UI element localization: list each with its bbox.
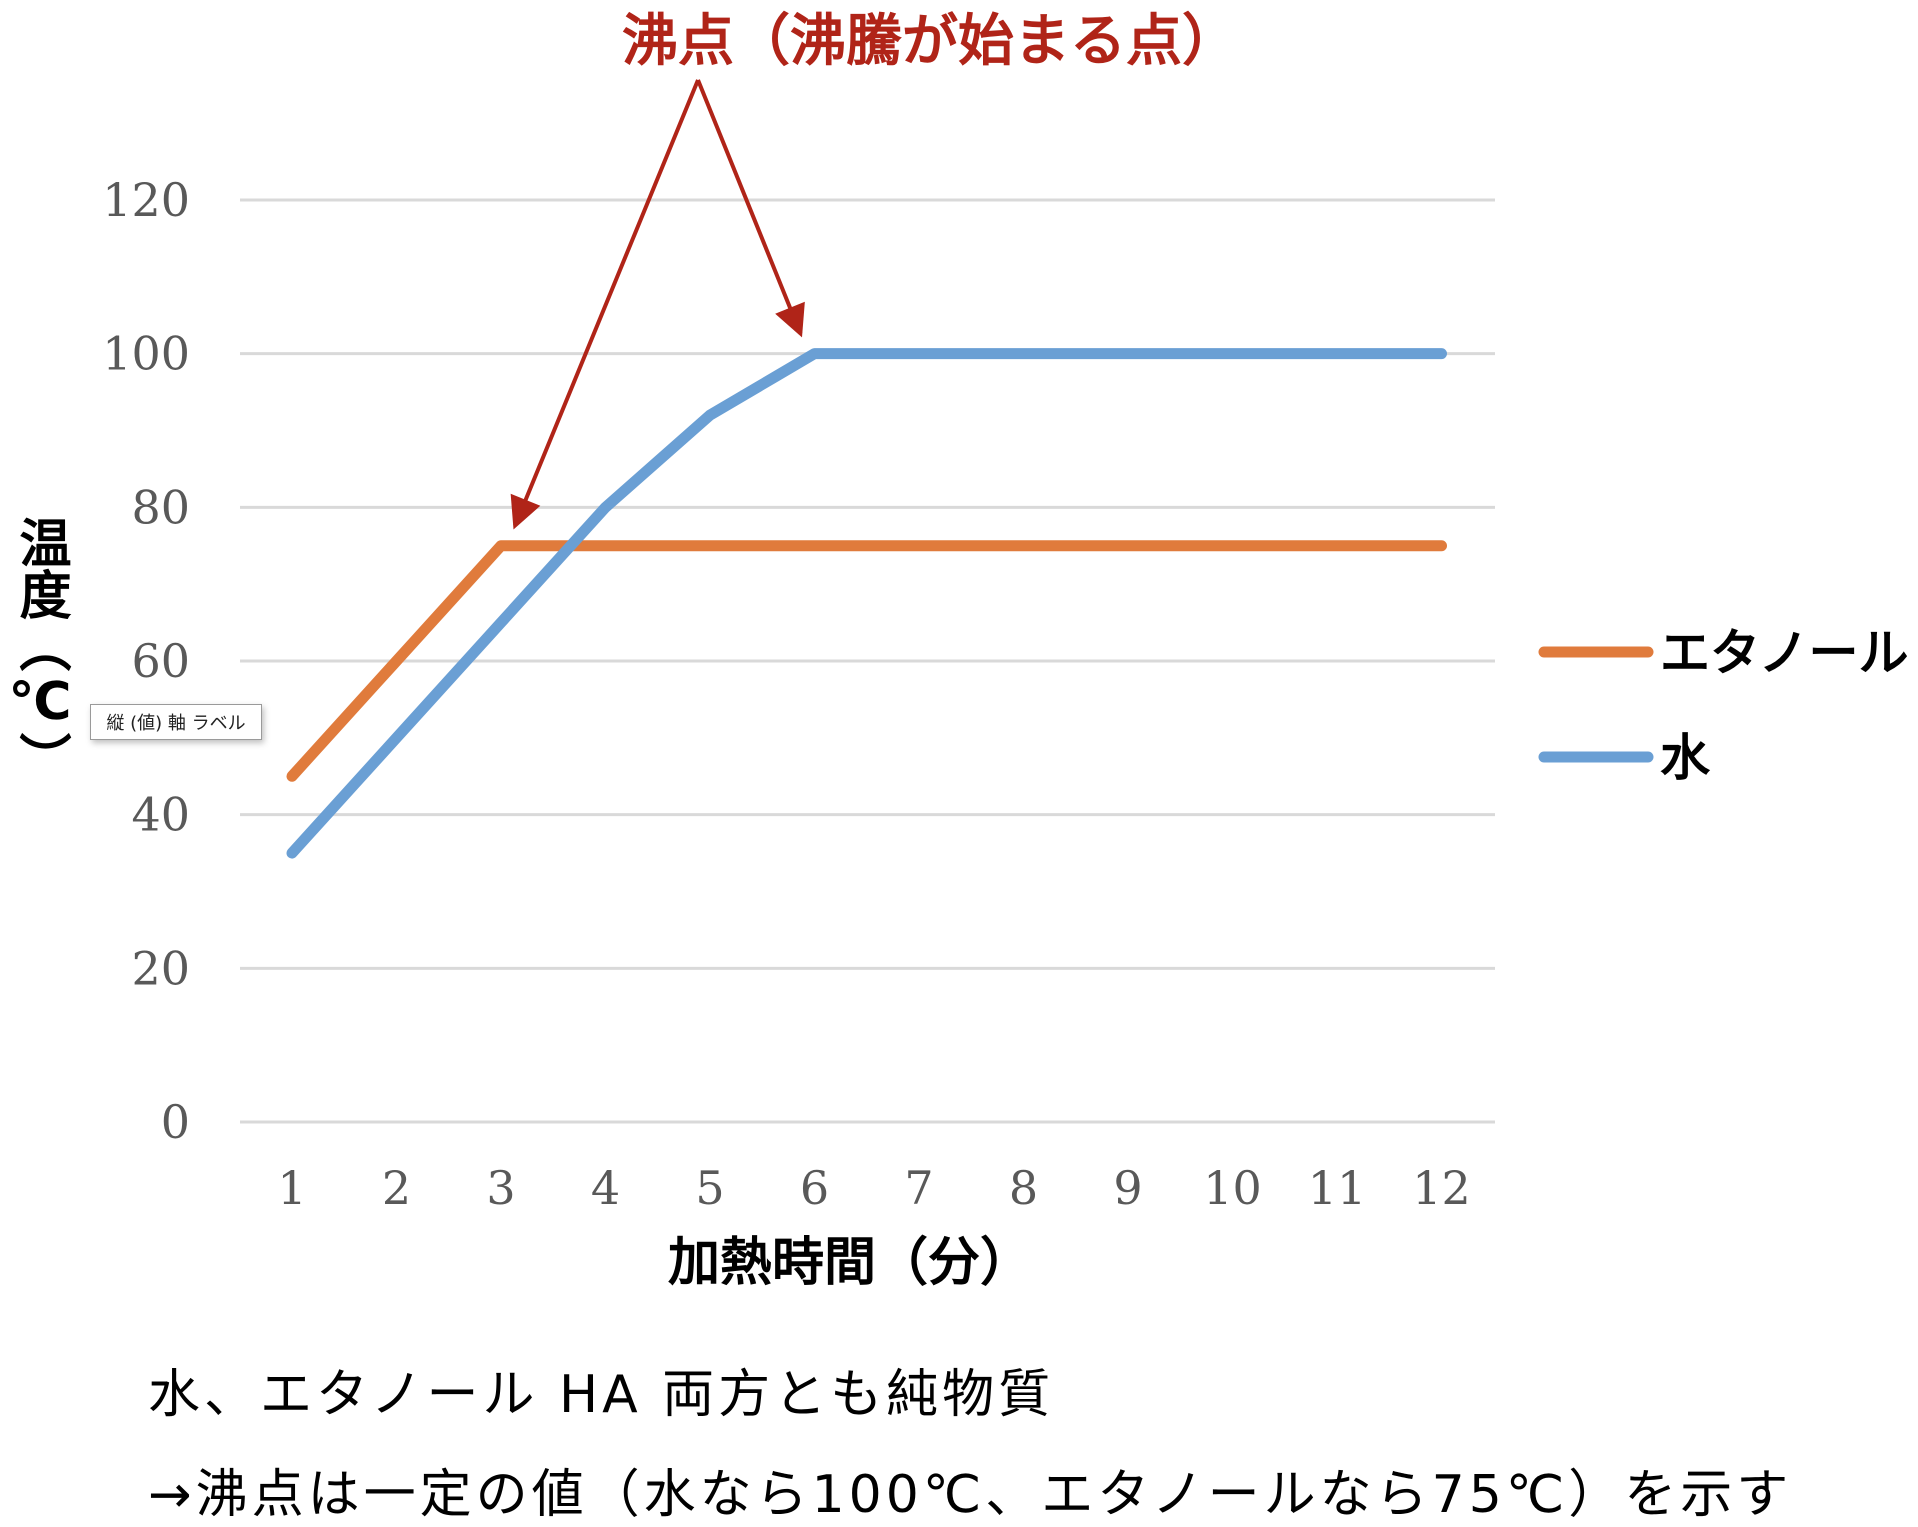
x-tick-label: 6	[800, 1161, 829, 1215]
y-tick-label: 20	[131, 941, 190, 995]
annotation-text: 沸点（沸騰が始まる点）	[622, 9, 1238, 74]
y-tick-label: 120	[102, 173, 190, 227]
note-line-1: 水、エタノール HA 両方とも純物質	[148, 1365, 1055, 1425]
y-axis-ticks: 0 20 40 60 80 100 120	[102, 173, 190, 1149]
gridlines	[240, 198, 1495, 1124]
x-tick-label: 7	[904, 1161, 933, 1215]
y-tick-label: 0	[161, 1095, 190, 1149]
x-tick-label: 5	[695, 1161, 724, 1215]
x-tick-label: 1	[277, 1161, 306, 1215]
legend-label: エタノール	[1660, 624, 1909, 682]
y-tick-label: 40	[131, 788, 190, 842]
legend-label: 水	[1660, 729, 1711, 787]
y-tick-label: 80	[131, 480, 190, 534]
x-tick-label: 3	[486, 1161, 515, 1215]
annotation-arrowhead	[510, 493, 541, 530]
y-tick-label: 60	[131, 634, 190, 688]
note-line-2: →沸点は一定の値（水なら100℃、エタノールなら75℃）を示す	[148, 1465, 1793, 1525]
x-tick-label: 12	[1412, 1161, 1471, 1215]
x-tick-label: 2	[382, 1161, 411, 1215]
axis-tooltip: 縦 (値) 軸 ラベル	[90, 704, 262, 740]
annotation-arrow	[696, 79, 803, 336]
series-line-water	[286, 348, 1447, 859]
series-lines	[286, 348, 1447, 859]
x-tick-label: 4	[591, 1161, 620, 1215]
x-tick-label: 11	[1308, 1161, 1367, 1215]
x-axis-title: 加熱時間（分）	[668, 1233, 1032, 1293]
annotation-arrows	[510, 79, 805, 530]
x-tick-label: 9	[1113, 1161, 1142, 1215]
annotation-arrowhead	[775, 301, 805, 338]
x-tick-label: 8	[1009, 1161, 1038, 1215]
x-axis-ticks: 1 2 3 4 5 6 7 8 9 10 11 12	[277, 1161, 1470, 1215]
annotation-arrow	[513, 79, 700, 528]
x-tick-label: 10	[1203, 1161, 1262, 1215]
series-line-ethanol	[286, 540, 1447, 782]
y-tick-label: 100	[102, 327, 190, 381]
y-axis-title: 温度（℃）	[10, 516, 71, 784]
